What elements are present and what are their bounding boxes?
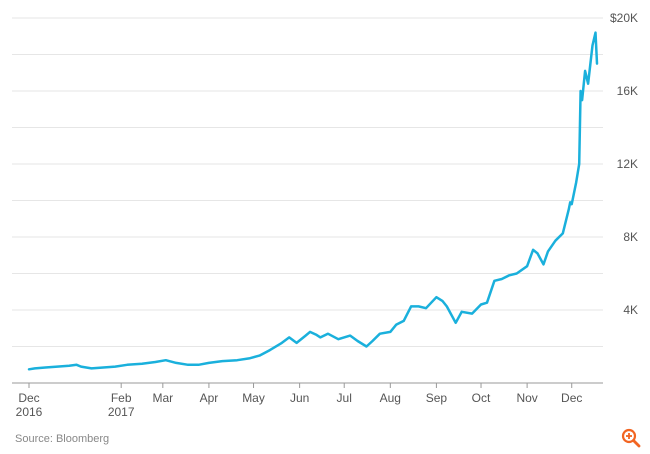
y-tick-label: 16K	[617, 84, 638, 98]
x-tick-label: Dec	[18, 391, 39, 405]
y-tick-label: 8K	[623, 230, 638, 244]
gridlines	[12, 17, 603, 347]
x-axis	[12, 382, 603, 388]
source-note: Source: Bloomberg	[15, 433, 110, 445]
x-tick-label: Dec	[561, 391, 582, 405]
x-tick-label: Jul	[337, 391, 352, 405]
x-tick-label: May	[242, 391, 265, 405]
x-tick-label: Aug	[380, 391, 401, 405]
x-tick-label: Jun	[290, 391, 309, 405]
series-layer	[27, 31, 599, 371]
x-tick-label: Sep	[426, 391, 448, 405]
x-tick-label: Mar	[152, 391, 173, 405]
y-tick-label: $20K	[610, 11, 638, 25]
y-tick-label: 12K	[617, 157, 638, 171]
x-tick-label: 2017	[108, 405, 135, 419]
y-tick-label: 4K	[623, 303, 638, 317]
zoom-in-icon[interactable]	[620, 427, 642, 449]
x-tick-label: Apr	[200, 391, 219, 405]
y-axis-labels: $20K 16K 12K 8K 4K	[610, 11, 638, 317]
x-tick-label: 2016	[16, 405, 43, 419]
price-series-line	[27, 31, 599, 371]
x-tick-label: Oct	[472, 391, 491, 405]
x-tick-label: Nov	[516, 391, 537, 405]
x-tick-label: Feb	[111, 391, 132, 405]
